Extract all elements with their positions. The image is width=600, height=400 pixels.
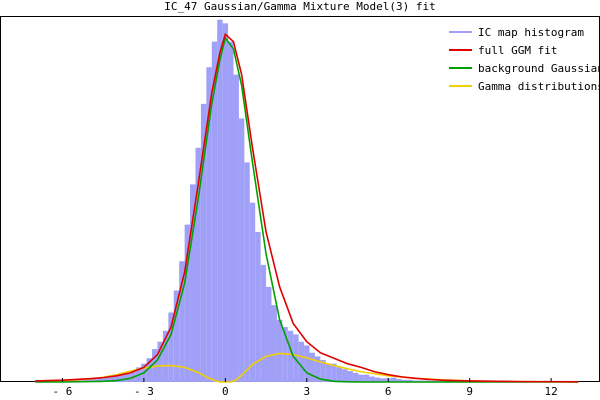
histogram-bar xyxy=(347,371,353,382)
histogram-bar xyxy=(190,184,196,382)
histogram-bar xyxy=(271,305,277,382)
histogram-bar xyxy=(304,345,310,382)
x-tick-label: 9 xyxy=(466,385,473,398)
legend-label: background Gaussian xyxy=(478,62,600,75)
histogram-bar xyxy=(162,330,169,382)
histogram-bar xyxy=(390,377,397,382)
histogram-bar xyxy=(369,376,375,382)
histogram-bar xyxy=(396,379,402,382)
histogram-bar xyxy=(287,330,294,382)
histogram-bar xyxy=(222,23,229,382)
chart-title: IC_47 Gaussian/Gamma Mixture Model(3) fi… xyxy=(164,0,436,13)
histogram-bar xyxy=(331,363,337,382)
histogram-bar xyxy=(401,379,408,382)
histogram-bar xyxy=(114,375,120,382)
histogram-bar xyxy=(228,41,234,383)
histogram-bar xyxy=(260,264,267,382)
histogram-bar xyxy=(92,378,98,382)
histogram-bar xyxy=(298,341,305,382)
histogram-bar xyxy=(336,367,343,382)
histogram-bar xyxy=(211,41,218,383)
legend-label: full GGM fit xyxy=(478,44,557,57)
histogram-bar xyxy=(108,376,115,382)
histogram-bar xyxy=(293,334,299,382)
histogram-bar xyxy=(276,319,283,382)
x-tick-label: - 6 xyxy=(53,385,73,398)
histogram-bar xyxy=(374,377,381,382)
legend-label: IC map histogram xyxy=(478,26,584,39)
series-line xyxy=(35,32,579,383)
histogram-bar xyxy=(179,261,185,382)
histogram-bar xyxy=(103,377,109,382)
x-tick-label: 6 xyxy=(385,385,392,398)
histogram-bar xyxy=(124,373,131,382)
legend-label: Gamma distributions xyxy=(478,80,600,93)
series-line xyxy=(35,36,579,383)
histogram-bar xyxy=(200,103,207,382)
histogram-bar xyxy=(255,231,261,382)
histogram-bar xyxy=(358,374,364,382)
histogram-bar xyxy=(168,312,174,382)
x-tick-label: 0 xyxy=(222,385,229,398)
histogram-bar xyxy=(380,378,386,382)
histogram-bar xyxy=(238,118,245,382)
histogram-bar xyxy=(173,290,180,382)
histogram-bar xyxy=(363,374,370,382)
histogram-bar xyxy=(325,363,332,382)
x-tick-label: 3 xyxy=(303,385,310,398)
histogram-bar xyxy=(65,380,71,382)
x-tick-label: 12 xyxy=(545,385,558,398)
histogram-bar xyxy=(184,224,191,382)
histogram-bar xyxy=(81,379,87,382)
histogram-bar xyxy=(320,360,326,382)
histogram-bar xyxy=(266,286,272,382)
histogram-bar xyxy=(309,352,315,382)
histogram-bar xyxy=(119,373,125,382)
histogram-bar xyxy=(314,356,321,382)
histogram-bar xyxy=(352,372,359,382)
histogram-bar xyxy=(407,379,413,382)
histogram-bar xyxy=(206,67,212,383)
histogram-bar xyxy=(217,19,223,382)
histogram-bar xyxy=(233,74,239,382)
histogram-bar xyxy=(195,147,201,382)
histogram-bar xyxy=(244,162,250,382)
x-tick-label: - 3 xyxy=(134,385,154,398)
histogram-bar xyxy=(157,341,163,382)
histogram-bar xyxy=(70,379,77,382)
histogram-bar xyxy=(146,358,153,382)
histogram-bar xyxy=(97,377,104,382)
histogram-bar xyxy=(76,379,82,382)
histogram-bar xyxy=(342,369,348,382)
histogram-bar xyxy=(249,202,256,382)
histogram-bar xyxy=(86,379,93,382)
